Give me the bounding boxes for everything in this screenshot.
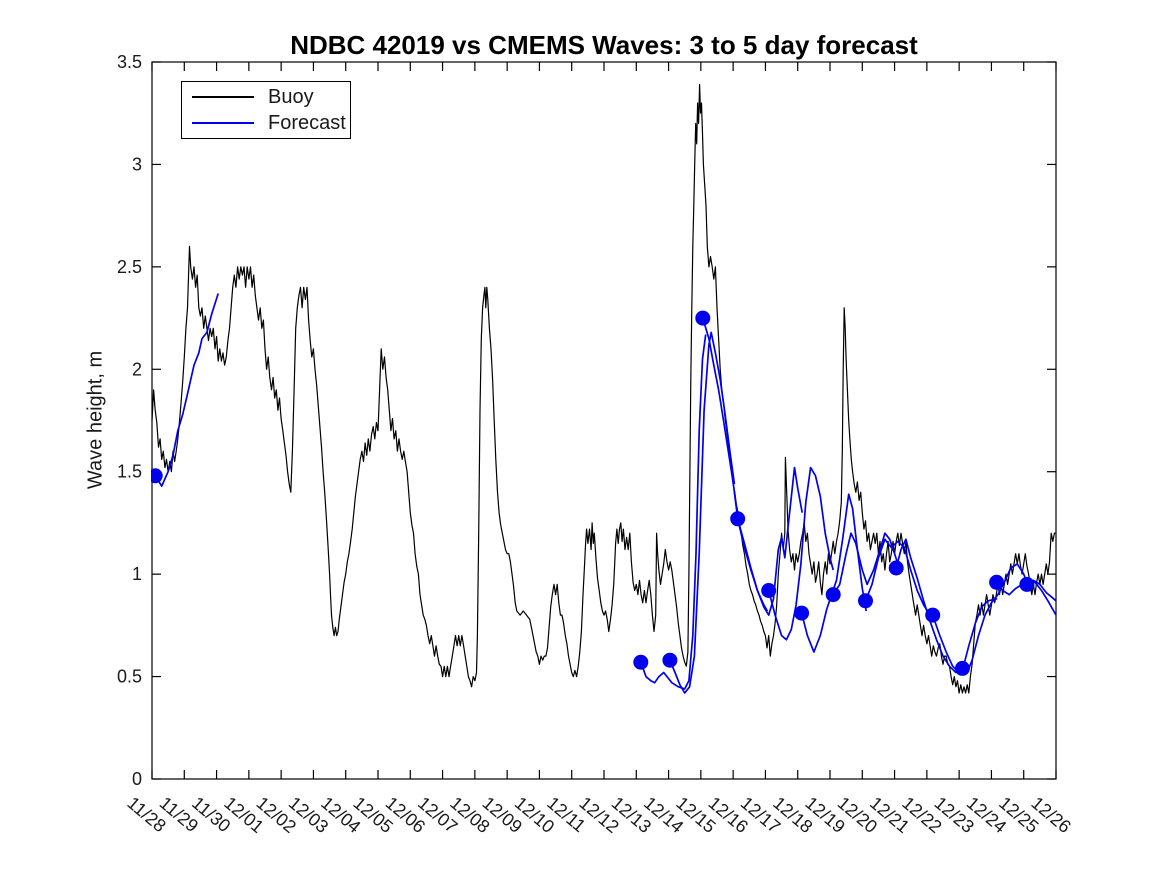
- forecast-line-sample-icon: [192, 121, 254, 124]
- svg-text:0: 0: [132, 769, 142, 789]
- legend-entry-forecast: Forecast: [182, 113, 350, 133]
- legend-entry-buoy: Buoy: [182, 87, 350, 107]
- buoy-line-sample-icon: [192, 96, 254, 99]
- svg-text:1: 1: [132, 564, 142, 584]
- svg-text:0.5: 0.5: [117, 667, 142, 687]
- svg-text:1.5: 1.5: [117, 462, 142, 482]
- svg-text:2: 2: [132, 359, 142, 379]
- legend: Buoy Forecast: [181, 81, 351, 139]
- y-axis-label: Wave height, m: [84, 350, 107, 490]
- svg-text:3.5: 3.5: [117, 52, 142, 72]
- svg-text:3: 3: [132, 154, 142, 174]
- svg-text:2.5: 2.5: [117, 257, 142, 277]
- legend-label-buoy: Buoy: [268, 86, 314, 109]
- legend-label-forecast: Forecast: [268, 111, 346, 134]
- chart-title: NDBC 42019 vs CMEMS Waves: 3 to 5 day fo…: [290, 30, 918, 60]
